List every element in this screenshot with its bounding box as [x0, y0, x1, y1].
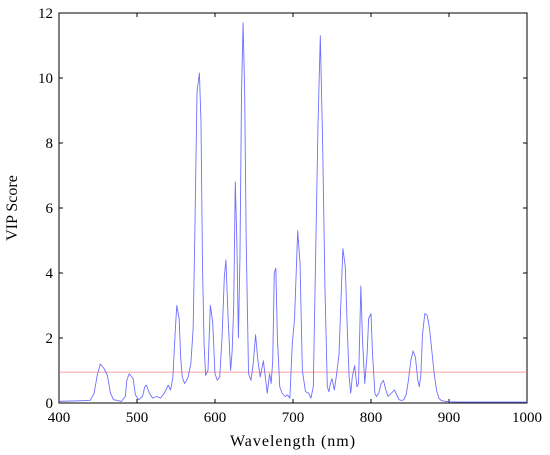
tick-labels: 400 500 600 700 800 900 1000 0 2 4 6 8 10 12	[38, 6, 542, 426]
x-tick-label: 500	[126, 410, 149, 426]
y-tick-label: 12	[38, 6, 53, 22]
y-tick-label: 2	[46, 331, 54, 347]
y-tick-label: 0	[46, 396, 54, 412]
x-tick-label: 800	[360, 410, 383, 426]
y-tick-label: 10	[38, 71, 53, 87]
x-tick-label: 1000	[512, 410, 542, 426]
x-tick-label: 900	[438, 410, 461, 426]
x-tick-label: 700	[282, 410, 305, 426]
y-tick-label: 8	[46, 136, 54, 152]
y-tick-label: 6	[46, 201, 54, 217]
vip-score-series-line	[58, 22, 527, 403]
x-tick-label: 600	[204, 410, 227, 426]
x-tick-label: 400	[48, 410, 71, 426]
x-axis-title: Wavelength (nm)	[230, 433, 356, 450]
y-axis-title: VIP Score	[4, 175, 21, 241]
y-tick-label: 4	[46, 266, 54, 282]
